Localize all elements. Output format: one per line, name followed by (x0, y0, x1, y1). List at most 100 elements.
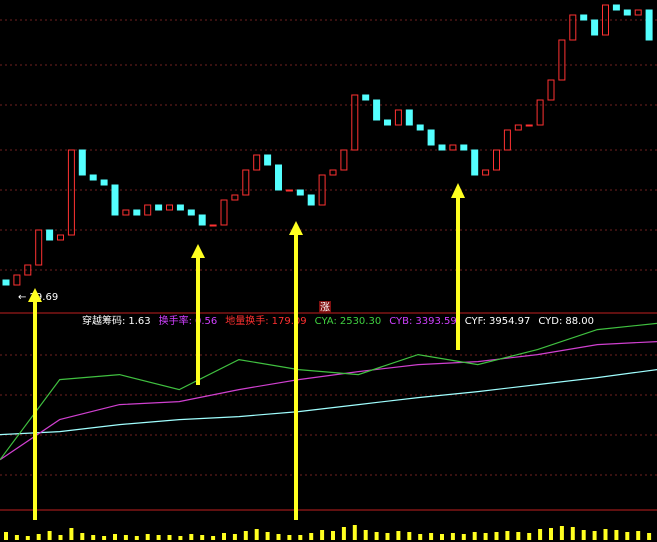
indicator (0, 322, 657, 461)
candle (155, 204, 163, 211)
readout-value: 88.00 (565, 316, 594, 327)
candle (231, 194, 239, 201)
candle (35, 229, 43, 266)
volume-bar (374, 532, 379, 540)
volume-bar (581, 530, 586, 540)
volume-bar (113, 534, 117, 540)
candle (176, 204, 184, 211)
volume-bar (429, 533, 434, 540)
volume-bar (363, 530, 368, 540)
candle (503, 129, 511, 151)
volume-bar (407, 532, 412, 540)
candle (264, 154, 272, 166)
candle (144, 204, 152, 216)
candle (438, 144, 446, 151)
candle (602, 4, 609, 36)
candle (394, 109, 402, 126)
candle (514, 124, 522, 131)
volume-bar (396, 531, 401, 540)
candle (187, 209, 195, 216)
volume-bar (134, 536, 139, 540)
readout-value: 0.56 (195, 316, 217, 327)
volume-bar (123, 535, 128, 540)
readout-label: CYF: (465, 316, 486, 327)
volume-bar (156, 535, 161, 540)
volume-bar (516, 532, 521, 540)
candle (133, 209, 141, 216)
indicator-line (0, 322, 657, 461)
readout-label: CYB: (389, 316, 412, 327)
candle (340, 149, 348, 171)
readout-value: 1.63 (128, 316, 150, 327)
candle (220, 199, 228, 226)
candle (416, 124, 424, 131)
volume-bar (647, 533, 652, 540)
volume-bar (450, 533, 455, 540)
candles (2, 4, 653, 286)
volume-bar (592, 531, 597, 540)
candle (449, 144, 457, 151)
volume-bar (538, 529, 543, 540)
volume-bar (352, 525, 357, 540)
volume-bar (636, 531, 641, 540)
candle (78, 149, 86, 176)
volume-bar (102, 536, 107, 540)
candle (111, 184, 119, 216)
candle (198, 214, 206, 226)
candle (591, 19, 599, 36)
volume-bar (309, 533, 314, 540)
candle (46, 229, 54, 241)
volume-bar (494, 532, 499, 540)
candle (122, 209, 130, 216)
candle (307, 194, 315, 206)
volume-bar (200, 535, 205, 540)
volume-bar (385, 533, 390, 540)
candle (2, 279, 10, 286)
candle (558, 39, 566, 81)
candle (569, 14, 577, 41)
candle (329, 169, 337, 176)
volume-bar (232, 534, 237, 540)
candle (166, 204, 173, 211)
volume-bar (145, 534, 150, 540)
volume-bar (287, 535, 292, 540)
volume-bar (614, 530, 619, 540)
candle (634, 9, 642, 16)
candle (362, 94, 370, 101)
volume-bar (254, 529, 259, 540)
volume-bar (418, 534, 423, 540)
candle (351, 94, 359, 151)
volume-bar (559, 526, 564, 540)
badge-box (319, 301, 331, 313)
volume-bar (243, 531, 248, 540)
candle (612, 4, 620, 11)
readout-value: 2530.30 (340, 316, 381, 327)
volume-bar (505, 531, 510, 540)
indicator-line (0, 369, 657, 436)
candle (471, 149, 479, 176)
volume-bar (549, 528, 553, 540)
volume-bar (483, 533, 488, 540)
volume-bar (341, 527, 346, 540)
readout-value: 3954.97 (489, 316, 530, 327)
candle (67, 149, 75, 236)
volume-bar (69, 528, 74, 540)
volume-bar (4, 532, 8, 540)
candle (547, 79, 555, 101)
readout-label: 地量换手: (225, 314, 268, 327)
candle (285, 189, 293, 192)
volume (4, 525, 652, 540)
volume-bar (570, 527, 575, 540)
grid (0, 19, 657, 511)
volume-bar (461, 534, 466, 540)
candle (373, 99, 381, 121)
candle (405, 109, 413, 126)
volume-bar (222, 533, 226, 540)
volume-bar (47, 531, 52, 540)
readout-value: 3393.59 (415, 316, 456, 327)
candle (580, 14, 588, 21)
volume-bar (58, 535, 63, 540)
volume-bar (14, 535, 19, 540)
volume-bar (265, 532, 270, 540)
